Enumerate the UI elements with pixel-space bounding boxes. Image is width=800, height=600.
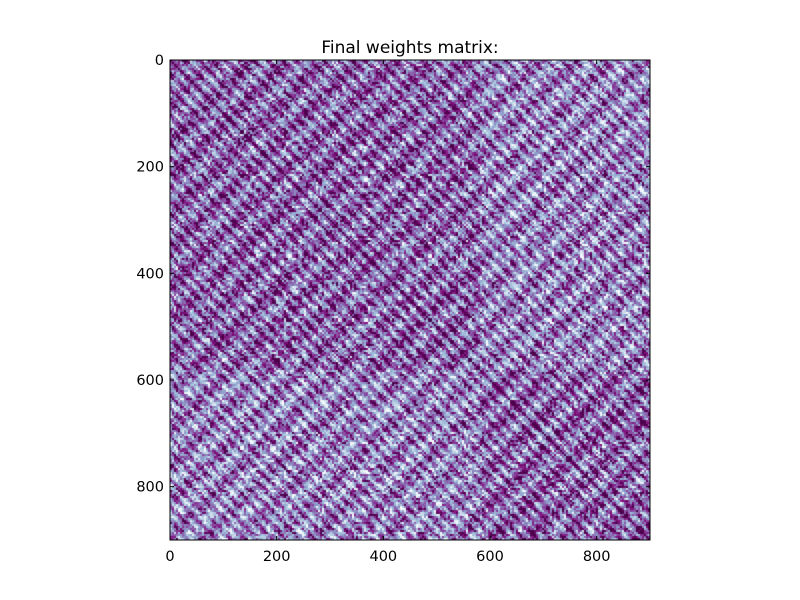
heatmap-image <box>170 60 650 540</box>
y-tick-label: 400 <box>136 266 164 282</box>
plot-area <box>169 59 651 541</box>
x-tick-label: 0 <box>165 549 174 565</box>
y-tick-label: 200 <box>136 160 164 176</box>
y-tick-label: 800 <box>136 480 164 496</box>
y-axis-ticks: 0 200 400 600 800 <box>136 53 650 496</box>
axes-frame <box>169 59 651 541</box>
y-tick-label: 0 <box>155 53 164 69</box>
y-tick-label: 600 <box>136 373 164 389</box>
x-tick-label: 200 <box>263 549 291 565</box>
chart-title: Final weights matrix: <box>321 38 498 58</box>
x-tick-label: 600 <box>476 549 504 565</box>
x-tick-label: 400 <box>369 549 397 565</box>
x-axis-ticks: 0 200 400 600 800 <box>165 60 611 565</box>
x-tick-label: 800 <box>583 549 611 565</box>
